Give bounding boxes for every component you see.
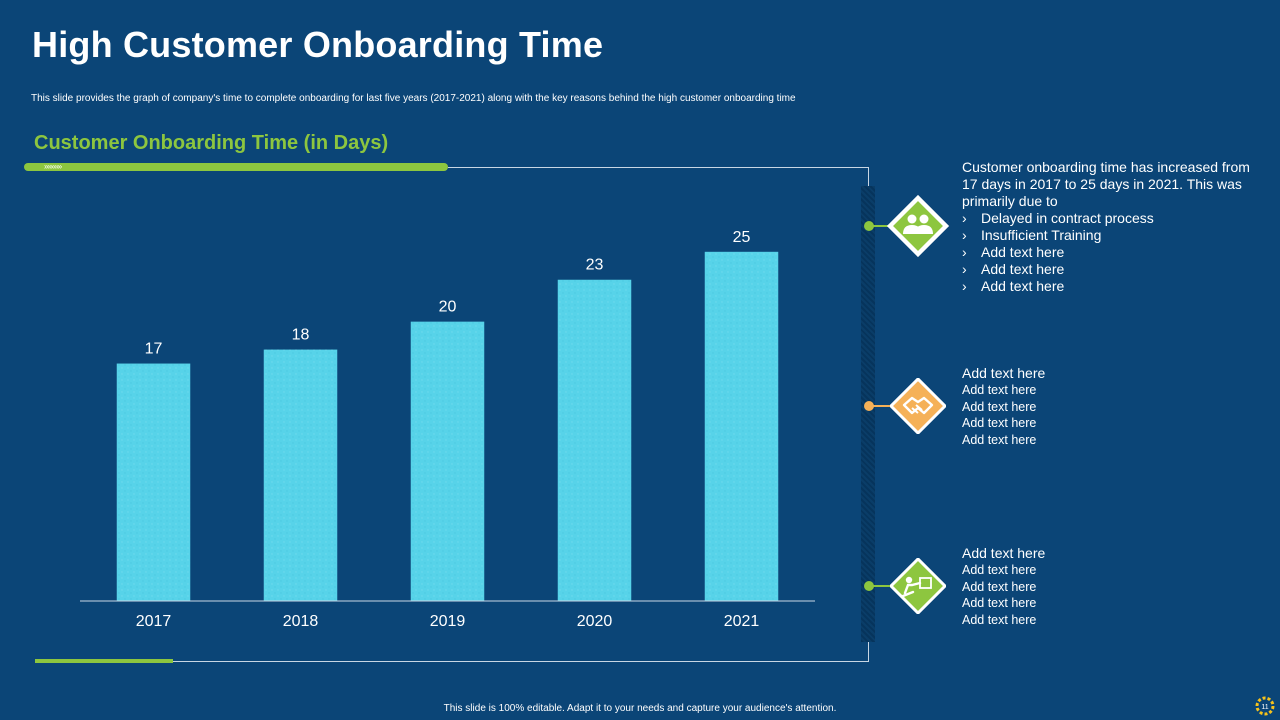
- x-tick-label-2020: 2020: [577, 613, 613, 630]
- bar-texture-2018: [263, 349, 338, 601]
- data-label-2017: 17: [145, 341, 163, 358]
- bullet-text: Add text here: [981, 261, 1065, 277]
- data-label-2018: 18: [292, 327, 310, 344]
- reason-line: Add text here: [962, 613, 1037, 628]
- connector-line: [869, 405, 893, 407]
- reason-block-1: Customer onboarding time has increased f…: [962, 159, 1262, 295]
- bullet-text: Insufficient Training: [981, 227, 1102, 243]
- people-icon: [890, 198, 946, 254]
- handshake-icon: [890, 378, 946, 434]
- timeline-dot: [864, 401, 874, 411]
- bar-texture-2017: [116, 363, 191, 601]
- reason-line: Add text here: [962, 596, 1037, 611]
- reason-line: Add text here: [962, 433, 1037, 448]
- bullet-marker: ›: [962, 244, 967, 260]
- frame-line-bottom: [172, 661, 869, 662]
- chevrons-decoration: »»»»»: [44, 162, 62, 171]
- reason-bullet: › Add text here: [962, 261, 1262, 278]
- chart-heading: Customer Onboarding Time (in Days): [34, 132, 389, 154]
- x-tick-label-2021: 2021: [724, 613, 760, 630]
- bullet-text: Add text here: [981, 244, 1065, 260]
- frame-line-top: [448, 167, 868, 168]
- reason-block-3: Add text here Add text here Add text her…: [962, 545, 1045, 629]
- connector-line: [869, 585, 893, 587]
- timeline-strip: [861, 186, 875, 642]
- page-number-badge: 11: [1255, 696, 1275, 716]
- footer-note: This slide is 100% editable. Adapt it to…: [443, 703, 837, 714]
- bar-texture-2020: [557, 279, 632, 601]
- reason-line: Add text here: [962, 399, 1037, 414]
- reason-line: Add text here: [962, 383, 1037, 397]
- x-tick-label-2018: 2018: [283, 613, 319, 630]
- bullet-marker: ›: [962, 278, 967, 294]
- reason-bullet: › Add text here: [962, 278, 1262, 295]
- page-subtitle: This slide provides the graph of company…: [31, 93, 796, 104]
- reason-line: Add text here: [962, 416, 1037, 431]
- reason-bullet: › Delayed in contract process: [962, 210, 1262, 227]
- bar-texture-2019: [410, 321, 485, 601]
- heading-accent-bar: [24, 163, 448, 171]
- bullet-marker: ›: [962, 261, 967, 277]
- reason-heading: Add text here: [962, 365, 1046, 381]
- reason-intro: Customer onboarding time has increased f…: [962, 159, 1250, 209]
- x-tick-label-2019: 2019: [430, 613, 466, 630]
- reason-heading: Add text here: [962, 545, 1046, 561]
- reason-bullet: › Add text here: [962, 244, 1262, 261]
- bullet-text: Delayed in contract process: [981, 210, 1154, 226]
- bar-texture-2021: [704, 251, 779, 601]
- data-label-2021: 25: [733, 229, 751, 246]
- page-number: 11: [1261, 704, 1268, 711]
- timeline-dot: [864, 221, 874, 231]
- bottom-accent-bar: [35, 659, 173, 663]
- bullet-text: Add text here: [981, 278, 1065, 294]
- reason-line: Add text here: [962, 563, 1037, 577]
- bullet-marker: ›: [962, 210, 967, 226]
- connector-line: [869, 225, 893, 227]
- training-icon: [890, 558, 946, 614]
- bar-chart: 17 2017 18 2018 20 2019 23 2020 25 2021: [80, 229, 815, 630]
- reason-line: Add text here: [962, 579, 1037, 594]
- bullet-marker: ›: [962, 227, 967, 243]
- x-tick-label-2017: 2017: [136, 613, 172, 630]
- reason-block-2: Add text here Add text here Add text her…: [962, 365, 1045, 449]
- data-label-2019: 20: [439, 299, 457, 316]
- timeline-dot: [864, 581, 874, 591]
- page-title: High Customer Onboarding Time: [32, 24, 604, 65]
- data-label-2020: 23: [586, 257, 604, 274]
- reason-bullet: › Insufficient Training: [962, 227, 1262, 244]
